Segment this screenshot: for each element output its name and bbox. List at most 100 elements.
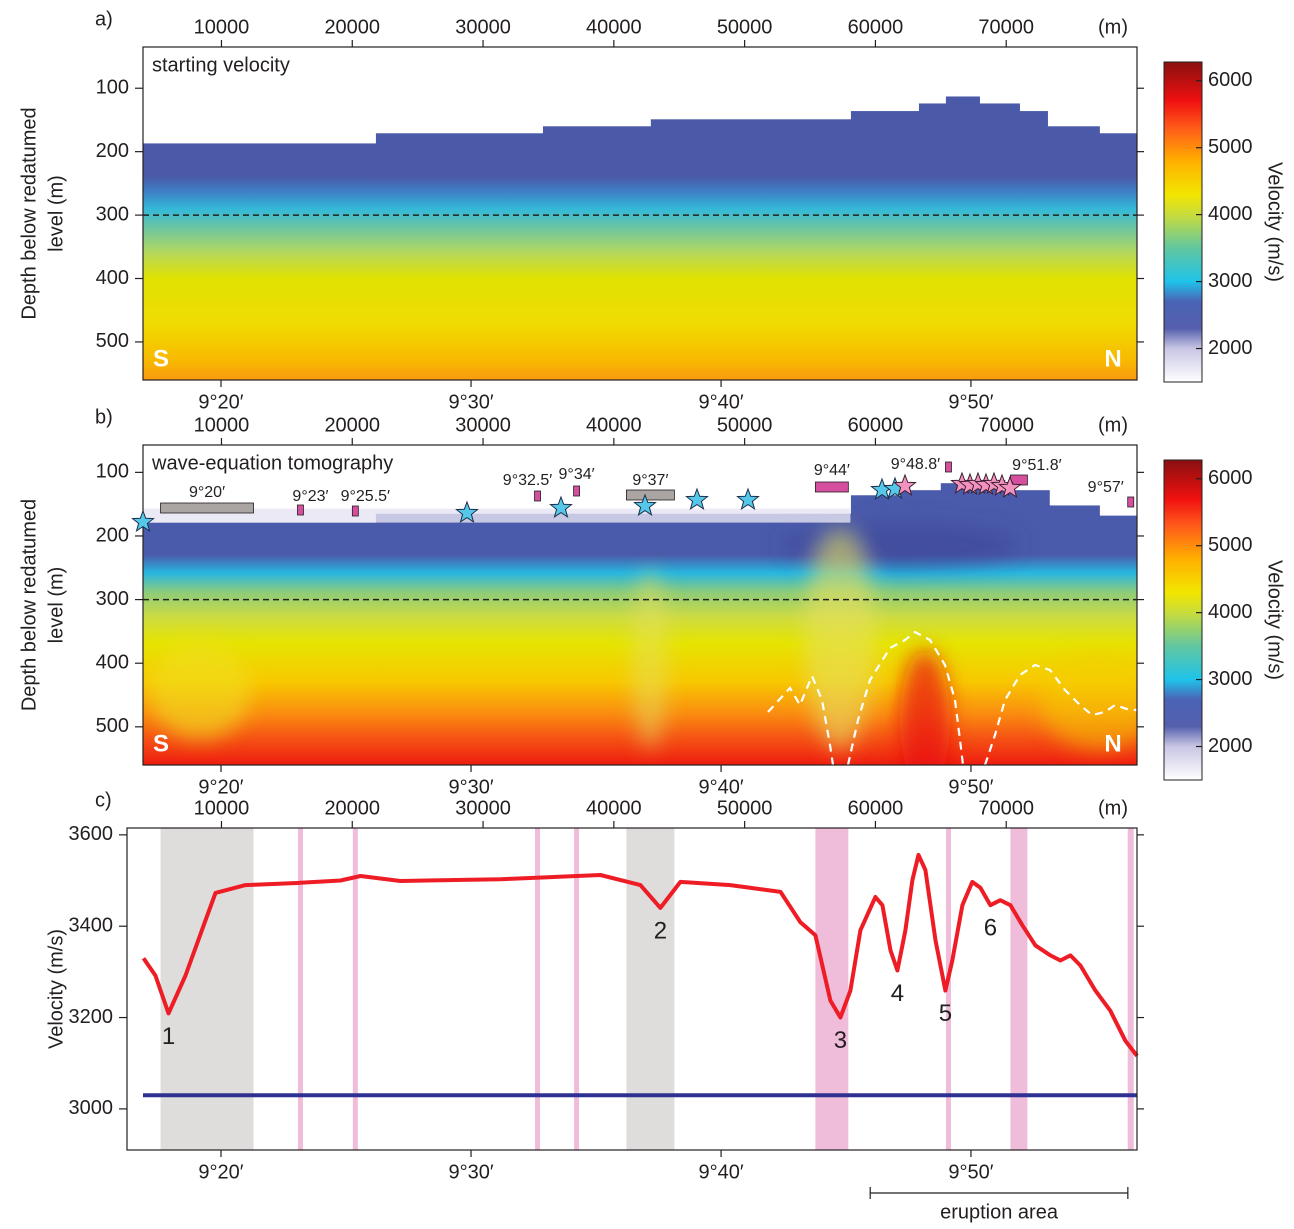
water-column [541,47,651,127]
earthquake-star [685,487,709,511]
field-anomalies [150,523,1137,765]
corner-label: N [1104,730,1121,757]
feature-band [297,828,303,1150]
colorbar-tick-label: 2000 [1208,337,1253,359]
x-tick-label: 50000 [717,797,773,819]
velocity-line [141,852,1139,1058]
corner-label: S [153,730,169,757]
feature-label: 9°34′ [559,466,595,483]
plot-frame [142,46,1138,381]
colorbar-tick-label: 6000 [1208,69,1253,91]
y-tick-label: 3600 [69,823,114,845]
panel-title: wave-equation tomography [151,452,393,474]
x2-tick-label: 9°30′ [448,1161,493,1183]
earthquake-star [736,487,760,511]
feature-label: 9°20′ [189,484,225,501]
x-tick-label: 60000 [848,797,904,819]
x2-tick-label: 9°20′ [198,1161,243,1183]
earthquake-star [549,495,573,519]
vent-feature [573,485,580,497]
feature-band [574,828,580,1150]
colorbar-label: Velocity (m/s) [1264,162,1286,282]
anomaly [900,650,950,765]
feature-band [1127,828,1134,1150]
vent-feature [160,502,254,514]
velocity-field [143,47,1137,380]
feature-label: 9°44′ [814,462,850,479]
anomaly [150,640,250,740]
x-tick-label: 70000 [978,797,1034,819]
colorbar-tick-label: 3000 [1208,668,1253,690]
x2-tick-label: 9°50′ [948,391,993,413]
minimum-label: 3 [834,1027,847,1054]
vent-feature [1009,474,1028,486]
x-unit: (m) [1098,797,1128,819]
x-unit: (m) [1098,16,1128,38]
plot-frame [142,444,1138,766]
x2-tick-label: 9°50′ [948,1161,993,1183]
vent-feature [351,505,359,517]
x-tick-label: 50000 [717,16,773,38]
x-tick-label: 40000 [586,16,642,38]
water-column [374,47,543,134]
x2-tick-label: 9°30′ [448,776,493,798]
vent-star [893,473,917,497]
colorbar-tick-label: 4000 [1208,203,1253,225]
x-tick-label: 70000 [978,414,1034,436]
plot-frame [126,827,1138,1151]
feature-label: 9°37′ [632,472,668,489]
span-bracket [869,1187,1129,1199]
water-column [979,47,1021,104]
water-column [143,47,376,144]
colorbar-tick-label: 3000 [1208,270,1253,292]
x-tick-label: 20000 [324,797,380,819]
smear-zone [143,508,851,523]
vent-feature [814,481,849,493]
vent-feature [945,461,952,473]
water-column [649,47,851,120]
y-tick-label: 200 [96,524,129,546]
feature-band [626,828,675,1150]
minimum-label: 5 [939,1000,952,1027]
y-tick-label: 3400 [69,914,114,936]
y-axis-label: level (m) [45,175,67,252]
y-tick-label: 500 [96,330,129,352]
feature-label: 9°32.5′ [503,472,552,489]
colorbar-tick-label: 5000 [1208,136,1253,158]
y-tick-label: 100 [96,461,129,483]
contour-line [846,630,965,765]
corner-label: S [153,345,169,372]
y-axis-label: Depth below redatumed [18,499,40,711]
x-tick-label: 60000 [848,414,904,436]
y-tick-label: 300 [96,203,129,225]
colorbar [1163,61,1203,383]
colorbar-tick-label: 6000 [1208,467,1253,489]
feature-band [160,828,254,1150]
feature-label: 9°57′ [1088,479,1124,496]
water-column [849,47,919,112]
x2-tick-label: 9°40′ [699,391,744,413]
colorbar-tick-label: 2000 [1208,735,1253,757]
minimum-label: 2 [654,917,667,944]
x-tick-label: 10000 [194,16,250,38]
panel-title: starting velocity [152,54,290,76]
feature-band [352,828,358,1150]
contour [767,630,1137,765]
feature-label: 9°48.8′ [891,456,940,473]
x2-tick-label: 9°20′ [198,776,243,798]
colorbar [1163,459,1203,781]
x-tick-label: 40000 [586,414,642,436]
y-tick-label: 400 [96,651,129,673]
velocity-field [143,445,1137,765]
x-tick-label: 30000 [455,16,511,38]
water-column [1019,47,1049,112]
earthquake-star [131,509,155,533]
span-label: eruption area [940,1201,1059,1223]
minimum-label: 4 [891,980,904,1007]
minimum-label: 1 [162,1023,175,1050]
vent-feature [1127,496,1135,508]
y-tick-label: 300 [96,588,129,610]
colorbar-tick-label: 5000 [1208,534,1253,556]
water-column [374,445,851,514]
